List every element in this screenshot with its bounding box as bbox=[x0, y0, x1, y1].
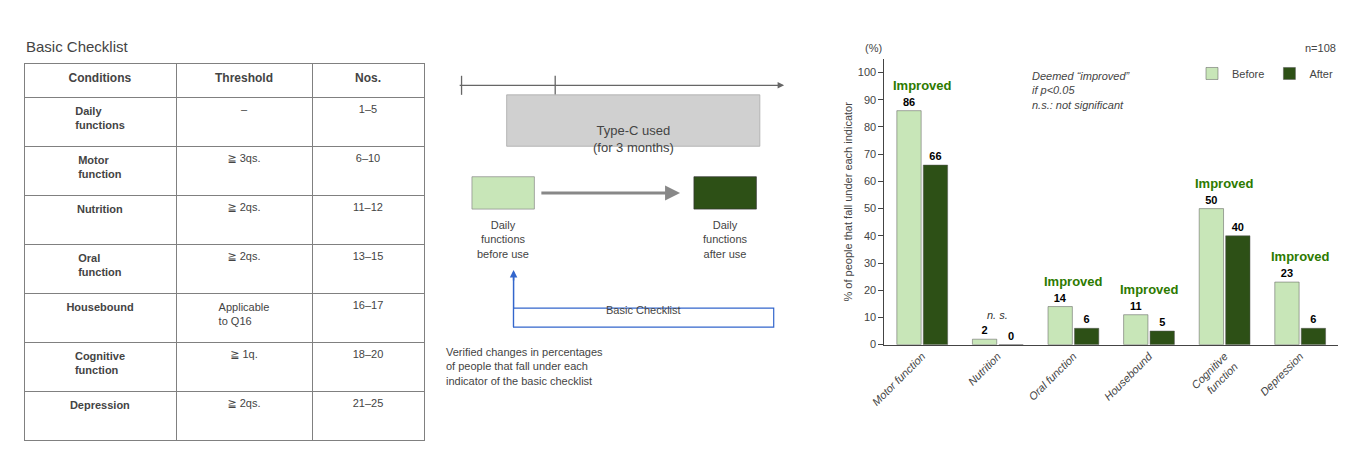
svg-text:Verified changes in percentage: Verified changes in percentagesof people… bbox=[446, 346, 603, 387]
svg-text:Dailyfunctionsafter use: Dailyfunctionsafter use bbox=[703, 219, 748, 260]
svg-text:86: 86 bbox=[903, 96, 915, 108]
svg-text:Nos.: Nos. bbox=[355, 71, 381, 85]
svg-text:n. s.: n. s. bbox=[987, 309, 1008, 321]
svg-text:Dailyfunctions: Dailyfunctions bbox=[75, 105, 125, 131]
svg-text:66: 66 bbox=[929, 150, 941, 162]
svg-text:50: 50 bbox=[1205, 194, 1217, 206]
svg-text:≧ 2qs.: ≧ 2qs. bbox=[227, 201, 260, 213]
svg-text:n=108: n=108 bbox=[1305, 42, 1336, 54]
svg-text:Improved: Improved bbox=[1195, 176, 1254, 191]
svg-text:21–25: 21–25 bbox=[353, 397, 384, 409]
svg-text:1–5: 1–5 bbox=[359, 103, 377, 115]
svg-text:Deemed “improved”if p<0.05n.s.: Deemed “improved”if p<0.05n.s.: not sign… bbox=[1032, 70, 1131, 111]
svg-text:Cognitivefunction: Cognitivefunction bbox=[75, 350, 125, 376]
svg-text:Basic Checklist: Basic Checklist bbox=[606, 304, 681, 316]
svg-text:(%): (%) bbox=[865, 42, 882, 54]
svg-text:Threshold: Threshold bbox=[215, 71, 273, 85]
svg-text:Nutrition: Nutrition bbox=[77, 203, 123, 215]
svg-text:13–15: 13–15 bbox=[353, 250, 384, 262]
svg-text:After: After bbox=[1309, 68, 1333, 80]
svg-text:Dailyfunctionsbefore use: Dailyfunctionsbefore use bbox=[477, 219, 529, 260]
svg-text:11–12: 11–12 bbox=[353, 201, 383, 213]
svg-text:Improved: Improved bbox=[1271, 249, 1330, 264]
svg-text:Housebound: Housebound bbox=[1102, 350, 1155, 403]
svg-text:Basic Checklist: Basic Checklist bbox=[26, 38, 129, 55]
svg-text:Depression: Depression bbox=[1258, 350, 1306, 398]
svg-text:% of people that fall under ea: % of people that fall under each indicat… bbox=[842, 102, 854, 302]
svg-text:2: 2 bbox=[982, 324, 988, 336]
svg-text:Conditions: Conditions bbox=[69, 71, 132, 85]
svg-text:Depression: Depression bbox=[70, 399, 130, 411]
svg-text:23: 23 bbox=[1281, 267, 1293, 279]
svg-text:Nutrition: Nutrition bbox=[966, 350, 1003, 387]
svg-text:14: 14 bbox=[1054, 292, 1067, 304]
svg-text:100: 100 bbox=[858, 66, 876, 78]
svg-text:6: 6 bbox=[1084, 313, 1090, 325]
svg-text:≧ 1q.: ≧ 1q. bbox=[230, 348, 258, 360]
svg-text:Oral function: Oral function bbox=[1026, 350, 1079, 403]
svg-text:Before: Before bbox=[1232, 68, 1264, 80]
svg-text:70: 70 bbox=[864, 148, 876, 160]
svg-text:10: 10 bbox=[864, 311, 876, 323]
svg-text:Improved: Improved bbox=[893, 78, 952, 93]
svg-text:Cognitivefunction: Cognitivefunction bbox=[1189, 350, 1240, 401]
svg-text:Type-C used(for 3 months): Type-C used(for 3 months) bbox=[593, 123, 674, 155]
svg-text:11: 11 bbox=[1130, 300, 1142, 312]
svg-text:80: 80 bbox=[864, 121, 876, 133]
svg-text:Oralfunction: Oralfunction bbox=[78, 252, 122, 278]
svg-text:0: 0 bbox=[1008, 330, 1014, 342]
svg-text:20: 20 bbox=[864, 284, 876, 296]
svg-text:≧ 2qs.: ≧ 2qs. bbox=[227, 397, 260, 409]
svg-text:50: 50 bbox=[864, 202, 876, 214]
svg-text:40: 40 bbox=[1232, 221, 1244, 233]
svg-text:Applicableto Q16: Applicableto Q16 bbox=[219, 301, 270, 327]
svg-text:Motor function: Motor function bbox=[870, 350, 928, 408]
svg-text:≧ 3qs.: ≧ 3qs. bbox=[227, 152, 260, 164]
svg-text:Improved: Improved bbox=[1044, 274, 1103, 289]
svg-text:≧ 2qs.: ≧ 2qs. bbox=[227, 250, 260, 262]
svg-text:–: – bbox=[241, 103, 248, 115]
svg-text:40: 40 bbox=[864, 230, 876, 242]
svg-text:30: 30 bbox=[864, 257, 876, 269]
svg-text:Improved: Improved bbox=[1120, 282, 1179, 297]
svg-text:16–17: 16–17 bbox=[353, 299, 384, 311]
svg-text:90: 90 bbox=[864, 94, 876, 106]
svg-text:18–20: 18–20 bbox=[353, 348, 384, 360]
svg-text:5: 5 bbox=[1159, 316, 1165, 328]
svg-text:Motorfunction: Motorfunction bbox=[78, 154, 122, 180]
svg-text:6–10: 6–10 bbox=[356, 152, 380, 164]
svg-text:Housebound: Housebound bbox=[66, 301, 133, 313]
svg-text:60: 60 bbox=[864, 175, 876, 187]
svg-text:6: 6 bbox=[1310, 313, 1316, 325]
svg-text:0: 0 bbox=[870, 338, 876, 350]
